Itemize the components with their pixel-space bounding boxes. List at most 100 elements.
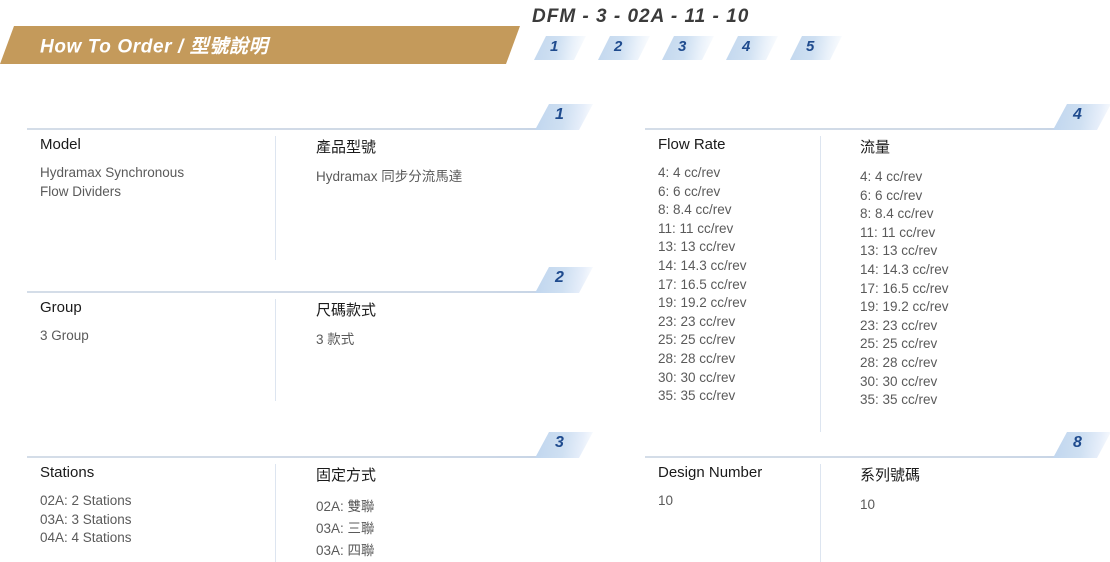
page-title-zh: 型號說明 <box>189 36 269 58</box>
section-title-en: Model <box>40 136 81 153</box>
list-item: 03A: 四聯 <box>316 543 375 558</box>
list-item: 6: 6 cc/rev <box>658 183 721 199</box>
list-item: 14: 14.3 cc/rev <box>658 257 747 273</box>
list-item: 6: 6 cc/rev <box>860 187 923 203</box>
list-item: 14: 14.3 cc/rev <box>860 261 949 277</box>
section-badge-label-3: 3 <box>555 434 564 451</box>
section-badge-label-1: 1 <box>555 106 564 123</box>
part-key-label-1: 1 <box>550 38 559 55</box>
list-item: 03A: 三聯 <box>316 521 375 536</box>
list-item: Hydramax Synchronous <box>40 165 185 180</box>
section-badge-label-2: 2 <box>555 269 564 286</box>
section-badge-2: 2 <box>535 267 593 293</box>
list-item: 35: 35 cc/rev <box>658 388 736 404</box>
section-body: Group 3 Group 尺碼款式 3 款式 <box>27 299 575 401</box>
list-item: 11: 11 cc/rev <box>658 220 734 236</box>
section-lines-en: Hydramax Synchronous Flow Dividers <box>40 164 275 201</box>
section-lines-zh: 3 款式 <box>316 331 575 350</box>
section-badge-3: 3 <box>535 432 593 458</box>
list-item: 35: 35 cc/rev <box>860 392 938 408</box>
part-key-label-4: 4 <box>742 38 751 55</box>
section-body: Model Hydramax Synchronous Flow Dividers… <box>27 136 575 260</box>
section-body: Stations 02A: 2 Stations 03A: 3 Stations… <box>27 464 575 562</box>
list-item: 8: 8.4 cc/rev <box>658 202 732 218</box>
section-column-en: Design Number 10 <box>645 464 820 562</box>
section-title-en: Stations <box>40 464 95 481</box>
list-item: 4: 4 cc/rev <box>860 169 923 184</box>
section-title-zh: 尺碼款式 <box>316 302 377 319</box>
list-item: 19: 19.2 cc/rev <box>658 295 747 311</box>
part-key-chip-4: 4 <box>726 36 778 60</box>
list-item: 23: 23 cc/rev <box>658 313 736 329</box>
list-item: 3 Group <box>40 328 89 343</box>
list-item: 13: 13 cc/rev <box>860 243 938 259</box>
section-badge-label-4: 4 <box>1073 106 1082 123</box>
part-number-string: DFM - 3 - 02A - 11 - 10 <box>532 6 750 27</box>
list-item: 04A: 4 Stations <box>40 530 132 546</box>
page-title: How To Order / 型號說明 <box>40 32 268 59</box>
section-column-en: Flow Rate 4: 4 cc/rev 6: 6 cc/rev 8: 8.4… <box>645 136 820 432</box>
section-lines-zh: 10 <box>860 496 1080 515</box>
page-title-en: How To Order <box>40 36 173 58</box>
section-column-en: Stations 02A: 2 Stations 03A: 3 Stations… <box>27 464 275 562</box>
section-title-zh: 產品型號 <box>316 139 377 156</box>
list-item: Hydramax 同步分流馬達 <box>316 169 463 184</box>
section-column-en: Group 3 Group <box>27 299 275 401</box>
part-key-chip-2: 2 <box>598 36 650 60</box>
section-badge-1: 1 <box>535 104 593 130</box>
list-item: 17: 16.5 cc/rev <box>860 280 949 296</box>
section-body: Flow Rate 4: 4 cc/rev 6: 6 cc/rev 8: 8.4… <box>645 136 1080 432</box>
list-item: 02A: 2 Stations <box>40 493 132 508</box>
section-column-zh: 尺碼款式 3 款式 <box>275 299 575 401</box>
list-item: 19: 19.2 cc/rev <box>860 299 949 315</box>
section-body: Design Number 10 系列號碼 10 <box>645 464 1080 562</box>
list-item: 23: 23 cc/rev <box>860 317 938 333</box>
list-item: 11: 11 cc/rev <box>860 224 936 240</box>
section-title-en: Group <box>40 299 82 316</box>
section-lines-en: 3 Group <box>40 327 275 346</box>
section-badge-4: 4 <box>1053 104 1110 130</box>
section-lines-en: 4: 4 cc/rev 6: 6 cc/rev 8: 8.4 cc/rev 11… <box>658 164 820 406</box>
list-item: 03A: 3 Stations <box>40 511 132 527</box>
section-column-zh: 流量 4: 4 cc/rev 6: 6 cc/rev 8: 8.4 cc/rev… <box>820 136 1080 432</box>
list-item: 28: 28 cc/rev <box>658 350 736 366</box>
section-badge-5: 8 <box>1053 432 1110 458</box>
section-title-zh: 固定方式 <box>316 467 377 484</box>
section-rule <box>27 128 537 130</box>
header-banner: How To Order / 型號說明 <box>0 26 520 64</box>
section-rule <box>645 456 1055 458</box>
list-item: 30: 30 cc/rev <box>658 369 736 385</box>
section-title-en: Design Number <box>658 464 763 481</box>
section-lines-zh: Hydramax 同步分流馬達 <box>316 168 575 187</box>
part-key-chip-3: 3 <box>662 36 714 60</box>
section-lines-en: 10 <box>658 492 820 511</box>
section-lines-zh: 02A: 雙聯 03A: 三聯 03A: 四聯 <box>316 496 575 562</box>
section-rule <box>27 291 537 293</box>
list-item: 8: 8.4 cc/rev <box>860 206 934 222</box>
section-lines-zh: 4: 4 cc/rev 6: 6 cc/rev 8: 8.4 cc/rev 11… <box>860 168 1080 410</box>
header-banner-shape <box>0 26 520 64</box>
list-item: 4: 4 cc/rev <box>658 165 721 180</box>
part-key-chip-5: 5 <box>790 36 842 60</box>
list-item: 02A: 雙聯 <box>316 499 375 514</box>
section-column-en: Model Hydramax Synchronous Flow Dividers <box>27 136 275 260</box>
section-title-zh: 流量 <box>860 139 891 156</box>
list-item: 3 款式 <box>316 332 355 347</box>
page-title-separator: / <box>178 36 184 58</box>
list-item: 28: 28 cc/rev <box>860 354 938 370</box>
section-lines-en: 02A: 2 Stations 03A: 3 Stations 04A: 4 S… <box>40 492 275 548</box>
section-column-zh: 產品型號 Hydramax 同步分流馬達 <box>275 136 575 260</box>
list-item: 13: 13 cc/rev <box>658 239 736 255</box>
part-key-chip-1: 1 <box>534 36 586 60</box>
list-item: 30: 30 cc/rev <box>860 373 938 389</box>
list-item: 25: 25 cc/rev <box>860 336 938 352</box>
list-item: 17: 16.5 cc/rev <box>658 276 747 292</box>
list-item: 25: 25 cc/rev <box>658 332 736 348</box>
list-item: Flow Dividers <box>40 183 122 199</box>
list-item: 10 <box>860 497 876 512</box>
section-rule <box>27 456 537 458</box>
section-title-zh: 系列號碼 <box>860 467 921 484</box>
section-column-zh: 固定方式 02A: 雙聯 03A: 三聯 03A: 四聯 <box>275 464 575 562</box>
list-item: 10 <box>658 493 674 508</box>
